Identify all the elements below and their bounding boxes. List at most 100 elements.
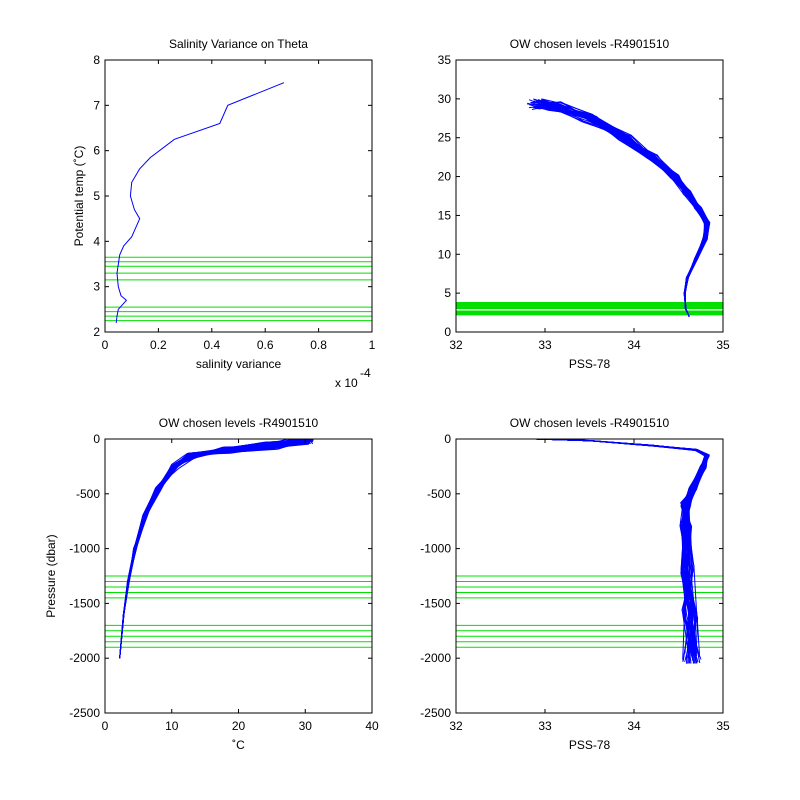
series-line [536, 439, 709, 654]
series-line [542, 98, 711, 317]
y-tick-label: -2000 [420, 651, 451, 665]
x-axis-label: PSS-78 [569, 738, 611, 752]
x-tick-label: 0.4 [203, 338, 220, 352]
x-tick-label: 10 [165, 719, 179, 733]
plot-pressure-salinity: 32 33 34 35 -2500 -2000 -1500 -1000 -500 0 OW chos… [420, 416, 730, 752]
y-tick-label: 8 [93, 53, 100, 67]
x-tick-label: 0 [102, 719, 109, 733]
series-line [119, 439, 303, 659]
series-line [536, 439, 707, 657]
series-line [536, 439, 706, 654]
plot-area [456, 98, 723, 317]
series-line [536, 439, 707, 663]
axes-frame [455, 438, 724, 714]
y-tick-label: 30 [438, 92, 452, 106]
series-line [536, 439, 707, 660]
x-axis-label: ˚C [232, 738, 245, 752]
plot-salinity-variance: 0 0.2 0.4 0.6 0.8 1 2 3 4 5 6 7 8 Salinity Variance o… [72, 37, 376, 390]
series-line [536, 439, 707, 655]
y-tick-label: -1500 [420, 596, 451, 610]
series-line [536, 439, 706, 655]
y-tick-label: 5 [93, 189, 100, 203]
y-tick-label: 7 [93, 98, 100, 112]
series-line [532, 105, 710, 317]
y-tick-label: -1500 [69, 596, 100, 610]
x-axis-exponent-power: -4 [360, 366, 371, 380]
series-line [536, 439, 707, 662]
y-tick-label: 0 [93, 432, 100, 446]
plot-area [105, 439, 372, 659]
y-tick-label: 0 [444, 325, 451, 339]
series-line [119, 442, 306, 659]
plot-theta-salinity: 32 33 34 35 0 5 10 15 20 25 30 35 OW chosen levels -… [438, 37, 730, 371]
series-line [536, 439, 709, 657]
series-line [536, 439, 707, 657]
y-tick-label: 0 [444, 432, 451, 446]
y-tick-label: 20 [438, 170, 452, 184]
x-tick-label: 40 [365, 719, 379, 733]
y-tick-label: 4 [93, 234, 100, 248]
y-axis-label: Pressure (dbar) [44, 534, 58, 617]
series-line [119, 439, 306, 659]
y-tick-label: 25 [438, 131, 452, 145]
plot-area [105, 82, 372, 323]
series-line [119, 439, 298, 659]
series-line [115, 82, 285, 323]
y-tick-label: 2 [93, 325, 100, 339]
y-tick-label: 35 [438, 53, 452, 67]
series-line [536, 439, 707, 660]
y-tick-label: -2500 [69, 706, 100, 720]
y-tick-label: -1000 [69, 542, 100, 556]
x-tick-label: 0.8 [310, 338, 327, 352]
chart-title: Salinity Variance on Theta [169, 37, 308, 51]
series-line [536, 439, 707, 664]
x-tick-label: 33 [538, 719, 552, 733]
series-line [536, 439, 709, 655]
x-tick-label: 35 [716, 338, 730, 352]
series-line [536, 439, 707, 654]
x-tick-label: 0.6 [257, 338, 274, 352]
x-axis-exponent: x 10 [335, 376, 358, 390]
y-tick-label: -2000 [69, 651, 100, 665]
x-tick-label: 1 [369, 338, 376, 352]
plot-pressure-temperature: 0 10 20 30 40 -2500 -2000 -1500 -1000 -500 0 OW cho… [44, 416, 379, 752]
series-line [541, 98, 710, 317]
chart-title: OW chosen levels -R4901510 [510, 416, 670, 430]
x-tick-label: 32 [449, 719, 463, 733]
y-tick-label: -500 [427, 487, 451, 501]
series-line [536, 439, 707, 664]
chart-title: OW chosen levels -R4901510 [159, 416, 319, 430]
axes-frame [455, 59, 724, 333]
series-line [536, 439, 709, 658]
y-tick-label: 6 [93, 144, 100, 158]
series-line [536, 439, 707, 664]
x-axis-label: salinity variance [196, 357, 282, 371]
series-line [536, 439, 708, 664]
y-tick-label: -1000 [420, 542, 451, 556]
series-line [536, 439, 707, 661]
x-tick-label: 0 [102, 338, 109, 352]
series-line [119, 441, 310, 659]
y-tick-label: -500 [76, 487, 100, 501]
y-tick-label: 3 [93, 280, 100, 294]
y-tick-label: -2500 [420, 706, 451, 720]
y-axis-label: Potential temp (˚C) [72, 146, 86, 247]
series-line [536, 439, 708, 656]
series-line [536, 439, 708, 664]
y-tick-label: 15 [438, 208, 452, 222]
chart-title: OW chosen levels -R4901510 [510, 37, 670, 51]
x-axis-label: PSS-78 [569, 357, 611, 371]
x-tick-label: 34 [627, 719, 641, 733]
series-line [119, 439, 302, 659]
y-tick-label: 10 [438, 247, 452, 261]
x-tick-label: 33 [538, 338, 552, 352]
x-tick-label: 34 [627, 338, 641, 352]
x-tick-label: 35 [716, 719, 730, 733]
x-tick-label: 32 [449, 338, 463, 352]
x-tick-label: 30 [299, 719, 313, 733]
series-line [119, 439, 301, 659]
plot-area [456, 439, 723, 664]
x-tick-label: 20 [232, 719, 246, 733]
series-line [536, 439, 708, 664]
